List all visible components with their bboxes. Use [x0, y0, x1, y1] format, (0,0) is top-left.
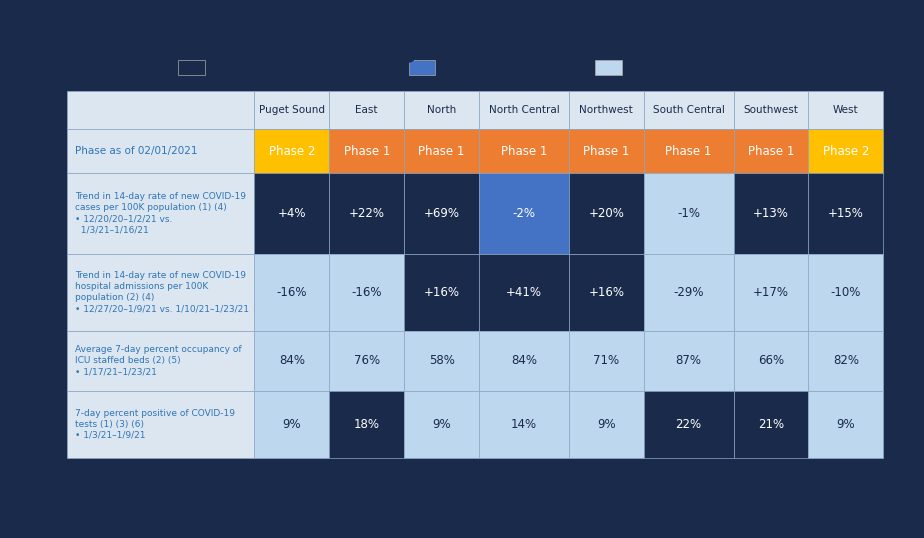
Bar: [479, 130, 569, 173]
Text: 66%: 66%: [758, 355, 784, 367]
Bar: [404, 254, 479, 331]
Text: Phase as of 02/01/2021: Phase as of 02/01/2021: [75, 146, 198, 156]
Bar: [67, 331, 254, 391]
Bar: [178, 60, 205, 75]
Text: Phase 2: Phase 2: [269, 145, 315, 158]
Text: (1) Data source: Washington Disease Reporting System: (1) Data source: Washington Disease Repo…: [67, 464, 290, 473]
Text: Phase 2: Phase 2: [822, 145, 869, 158]
Text: +69%: +69%: [423, 207, 459, 220]
Text: +41%: +41%: [506, 286, 542, 299]
Bar: [808, 91, 883, 130]
Bar: [254, 254, 329, 331]
Bar: [254, 91, 329, 130]
Text: Phase 1: Phase 1: [344, 145, 390, 158]
Bar: [329, 254, 404, 331]
Bar: [408, 60, 435, 75]
Bar: [734, 254, 808, 331]
Text: +16%: +16%: [589, 286, 625, 299]
Bar: [808, 391, 883, 457]
Text: 9%: 9%: [283, 417, 301, 430]
Bar: [808, 130, 883, 173]
Text: +22%: +22%: [348, 207, 384, 220]
Bar: [479, 91, 569, 130]
Bar: [734, 130, 808, 173]
Text: +4%: +4%: [277, 207, 306, 220]
Text: -29%: -29%: [674, 286, 704, 299]
Text: Trend in 14-day rate of new COVID-19
hospital admissions per 100K
population (2): Trend in 14-day rate of new COVID-19 hos…: [75, 271, 249, 314]
Text: 58%: 58%: [429, 355, 455, 367]
Text: +13%: +13%: [753, 207, 789, 220]
Bar: [734, 331, 808, 391]
Text: (3) Data source: WA Department of Health negative labs dataset: (3) Data source: WA Department of Health…: [67, 492, 328, 500]
Text: 87%: 87%: [675, 355, 701, 367]
Text: -16%: -16%: [351, 286, 382, 299]
Bar: [734, 91, 808, 130]
Text: West: West: [833, 105, 858, 115]
Text: +16%: +16%: [423, 286, 459, 299]
Bar: [254, 331, 329, 391]
Bar: [734, 391, 808, 457]
Text: Average 7-day percent occupancy of
ICU staffed beds (2) (5)
• 1/17/21–1/23/21: Average 7-day percent occupancy of ICU s…: [75, 345, 242, 377]
Bar: [67, 254, 254, 331]
Bar: [569, 254, 644, 331]
Text: Increasing or High: Increasing or High: [212, 62, 307, 73]
Text: East: East: [356, 105, 378, 115]
Text: -10%: -10%: [831, 286, 861, 299]
Bar: [644, 391, 734, 457]
Bar: [734, 173, 808, 254]
Text: 22%: 22%: [675, 417, 701, 430]
Text: (2) Data source: WA HEALTH: (2) Data source: WA HEALTH: [67, 478, 180, 487]
Bar: [479, 391, 569, 457]
Bar: [254, 173, 329, 254]
Bar: [329, 173, 404, 254]
Bar: [67, 391, 254, 457]
Bar: [329, 331, 404, 391]
Text: 7-day percent positive of COVID-19
tests (1) (3) (6)
• 1/3/21–1/9/21: 7-day percent positive of COVID-19 tests…: [75, 408, 236, 440]
Bar: [67, 130, 254, 173]
Text: (4) Decrease is -10% or more; flat is between 0% to less than -10%; and increase: (4) Decrease is -10% or more; flat is be…: [67, 506, 463, 514]
Bar: [254, 130, 329, 173]
Bar: [479, 331, 569, 391]
Text: Puget Sound: Puget Sound: [259, 105, 325, 115]
Bar: [808, 254, 883, 331]
Text: -1%: -1%: [677, 207, 700, 220]
Text: 9%: 9%: [597, 417, 615, 430]
Bar: [644, 254, 734, 331]
Bar: [67, 91, 254, 130]
Bar: [569, 130, 644, 173]
Bar: [329, 391, 404, 457]
Bar: [479, 254, 569, 331]
Bar: [404, 391, 479, 457]
Text: (5) Low is less than 90%, high is 90% or more: (5) Low is less than 90%, high is 90% or…: [67, 520, 250, 528]
Text: 82%: 82%: [833, 355, 859, 367]
Text: 14%: 14%: [511, 417, 537, 430]
Text: Healthy Washington Metrics by Region: Healthy Washington Metrics by Region: [128, 34, 796, 63]
Bar: [404, 173, 479, 254]
Text: 9%: 9%: [836, 417, 856, 430]
Bar: [254, 391, 329, 457]
Text: +15%: +15%: [828, 207, 864, 220]
Text: Phase 1: Phase 1: [665, 145, 711, 158]
Text: South Central: South Central: [652, 105, 724, 115]
Bar: [644, 91, 734, 130]
Text: North Central: North Central: [489, 105, 559, 115]
Text: -2%: -2%: [513, 207, 536, 220]
Text: 21%: 21%: [758, 417, 784, 430]
Text: Phase 1: Phase 1: [583, 145, 629, 158]
Text: 84%: 84%: [279, 355, 305, 367]
Bar: [67, 173, 254, 254]
Bar: [644, 130, 734, 173]
Text: North: North: [427, 105, 456, 115]
Bar: [404, 331, 479, 391]
Text: +17%: +17%: [753, 286, 789, 299]
Bar: [404, 91, 479, 130]
Text: Southwest: Southwest: [744, 105, 798, 115]
Bar: [569, 173, 644, 254]
Bar: [808, 331, 883, 391]
Bar: [808, 173, 883, 254]
Bar: [569, 331, 644, 391]
Bar: [644, 331, 734, 391]
Bar: [569, 391, 644, 457]
Text: +20%: +20%: [589, 207, 625, 220]
Text: Phase 1: Phase 1: [419, 145, 465, 158]
